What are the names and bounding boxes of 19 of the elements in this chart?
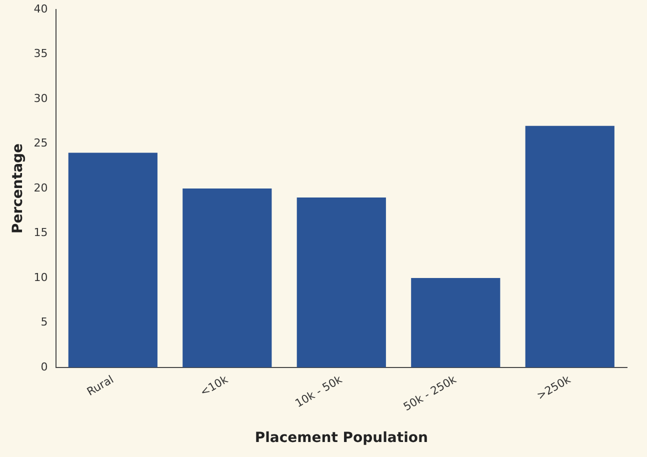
y-tick-label: 30 bbox=[34, 92, 48, 105]
y-tick-label: 10 bbox=[34, 270, 48, 284]
y-tick-label: 35 bbox=[34, 47, 48, 60]
y-tick-label: 15 bbox=[34, 226, 48, 240]
y-tick-label: 40 bbox=[34, 2, 48, 16]
bar bbox=[411, 278, 500, 368]
y-tick-label: 25 bbox=[34, 136, 48, 150]
x-axis-title: Placement Population bbox=[254, 430, 428, 446]
y-tick-label: 0 bbox=[40, 360, 48, 374]
x-tick-label: 50k - 250k bbox=[401, 372, 460, 414]
bar bbox=[525, 126, 614, 368]
y-tick-label: 5 bbox=[40, 316, 48, 329]
bar bbox=[182, 188, 272, 368]
x-tick-label: 10k - 50k bbox=[293, 372, 345, 410]
bar bbox=[68, 152, 158, 368]
x-tick-label: <10k bbox=[198, 372, 231, 400]
bar bbox=[296, 197, 386, 368]
y-tick-label: 20 bbox=[34, 181, 48, 194]
y-axis-title: Percentage bbox=[10, 143, 26, 234]
